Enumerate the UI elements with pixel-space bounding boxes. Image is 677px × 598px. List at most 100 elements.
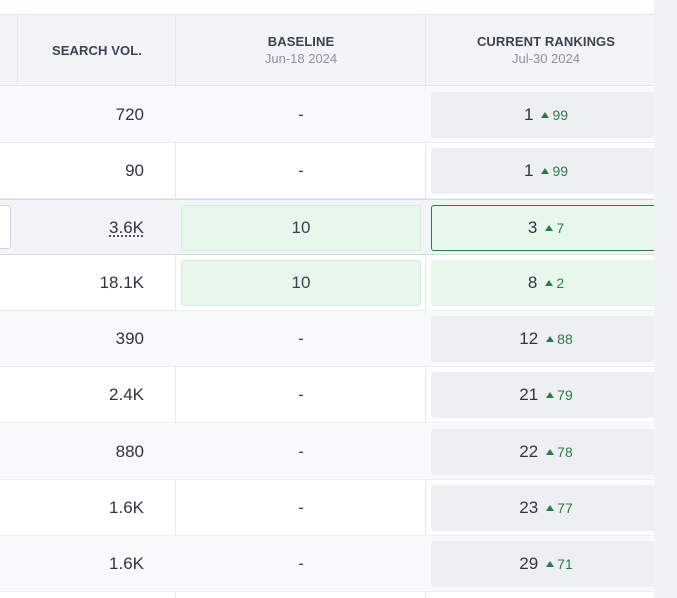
table-row[interactable]: 1.6K - 23 77: [0, 480, 654, 536]
column-divider: [17, 14, 18, 86]
baseline-rank-value: -: [298, 161, 304, 180]
column-header-baseline[interactable]: BASELINE Jun-18 2024: [176, 15, 426, 85]
baseline-header-label: BASELINE: [267, 34, 335, 49]
baseline-rank-badge: 10: [181, 205, 421, 251]
table-row[interactable]: 720 - 1 99: [0, 87, 654, 143]
triangle-up-icon: [541, 112, 550, 118]
baseline-rank-value: -: [298, 442, 304, 461]
current-rank-value: 8: [527, 273, 538, 292]
baseline-rank-value: -: [298, 385, 304, 404]
search-volume-value: 90: [125, 161, 144, 180]
search-volume-cell: 1.6K: [18, 536, 144, 592]
table-header: SEARCH VOL. BASELINE Jun-18 2024 CURRENT…: [0, 14, 654, 86]
current-rank-cell[interactable]: 1 99: [431, 92, 654, 138]
table-row[interactable]: 880 - 22 78: [0, 424, 654, 480]
search-volume-cell: 880: [18, 424, 144, 480]
column-divider: [425, 14, 426, 598]
search-volume-value: 390: [115, 329, 144, 348]
baseline-rank-value: 10: [291, 273, 311, 292]
baseline-cell: -: [176, 311, 426, 367]
current-rank-value: 1: [523, 105, 534, 124]
search-volume-cell: 90: [18, 143, 144, 199]
table-row[interactable]: 3.6K 10 3 7: [0, 199, 654, 255]
rank-change: 99: [541, 163, 568, 179]
search-volume-value: 3.6K: [109, 218, 144, 237]
baseline-rank-value: -: [298, 498, 304, 517]
rank-change-value: 7: [556, 220, 565, 236]
baseline-rank-value: -: [298, 554, 304, 573]
baseline-rank-value: -: [298, 105, 304, 124]
table-row[interactable]: 2.4K - 21 79: [0, 367, 654, 423]
current-rank-value: 22: [519, 442, 539, 461]
search-volume-value: 880: [115, 442, 144, 461]
rank-change: 2: [545, 275, 564, 291]
current-rank-cell[interactable]: 21 79: [431, 372, 654, 418]
search-volume-cell: 390: [18, 311, 144, 367]
baseline-rank-value: -: [298, 329, 304, 348]
current-rankings-header-date: Jul-30 2024: [512, 51, 580, 66]
triangle-up-icon: [546, 392, 555, 398]
current-rank-cell[interactable]: 22 78: [431, 429, 654, 475]
rank-change: 88: [546, 331, 573, 347]
rank-change: 71: [546, 556, 573, 572]
current-rank-cell[interactable]: 29 71: [431, 541, 654, 587]
search-volume-cell[interactable]: 3.6K: [18, 200, 144, 256]
search-volume-value: 1.6K: [109, 498, 144, 517]
current-rank-value: 12: [519, 329, 539, 348]
triangle-up-icon: [545, 225, 554, 231]
current-rank-cell[interactable]: 23 77: [431, 485, 654, 531]
triangle-up-icon: [546, 561, 555, 567]
rank-change-value: 78: [557, 444, 573, 460]
current-rank-value: 29: [519, 554, 539, 573]
triangle-up-icon: [546, 336, 555, 342]
column-divider: [175, 14, 176, 598]
current-rank-cell[interactable]: 1 99: [431, 148, 654, 194]
current-rank-value: 23: [519, 498, 539, 517]
table-row[interactable]: 18.1K 10 8 2: [0, 255, 654, 311]
search-volume-cell: 720: [18, 87, 144, 143]
rank-change: 99: [541, 107, 568, 123]
current-rank-value: 1: [523, 161, 534, 180]
search-volume-value: 2.4K: [109, 385, 144, 404]
search-volume-cell: 2.4K: [18, 367, 144, 423]
rank-change-value: 71: [557, 556, 573, 572]
triangle-up-icon: [546, 449, 555, 455]
search-volume-cell: 18.1K: [18, 255, 144, 311]
baseline-cell: -: [176, 367, 426, 423]
baseline-header-date: Jun-18 2024: [264, 51, 338, 66]
rank-change-value: 2: [556, 275, 565, 291]
triangle-up-icon: [545, 280, 554, 286]
baseline-rank-badge: 10: [181, 260, 421, 306]
rank-change: 78: [546, 444, 573, 460]
rank-change-value: 79: [557, 387, 573, 403]
baseline-rank-value: 10: [291, 218, 311, 237]
search-volume-value: 1.6K: [109, 554, 144, 573]
rank-change-value: 99: [552, 163, 569, 179]
row-checkbox[interactable]: [0, 205, 11, 249]
table-row[interactable]: 90 - 1 99: [0, 143, 654, 199]
current-rank-cell[interactable]: 12 88: [431, 316, 654, 362]
baseline-cell: -: [176, 424, 426, 480]
column-header-search-volume[interactable]: SEARCH VOL.: [18, 15, 176, 85]
rank-change-value: 99: [552, 107, 569, 123]
search-volume-header-label: SEARCH VOL.: [52, 42, 142, 58]
current-rank-value: 21: [519, 385, 539, 404]
baseline-cell: -: [176, 143, 426, 199]
rankings-table: SEARCH VOL. BASELINE Jun-18 2024 CURRENT…: [0, 14, 654, 598]
table-row[interactable]: 390 - 12 88: [0, 311, 654, 367]
triangle-up-icon: [546, 505, 555, 511]
column-header-current-rankings[interactable]: CURRENT RANKINGS Jul-30 2024: [426, 15, 654, 85]
rank-change: 77: [546, 500, 573, 516]
search-volume-value: 18.1K: [99, 273, 144, 292]
vertical-scrollbar[interactable]: [654, 0, 677, 598]
rank-change: 79: [546, 387, 573, 403]
rank-change-value: 77: [557, 500, 573, 516]
baseline-cell: 10: [176, 200, 426, 256]
table-row[interactable]: 1.6K - 29 71: [0, 536, 654, 592]
baseline-cell: 10: [176, 255, 426, 311]
search-volume-value: 720: [115, 105, 144, 124]
baseline-cell: -: [176, 480, 426, 536]
triangle-up-icon: [541, 168, 550, 174]
